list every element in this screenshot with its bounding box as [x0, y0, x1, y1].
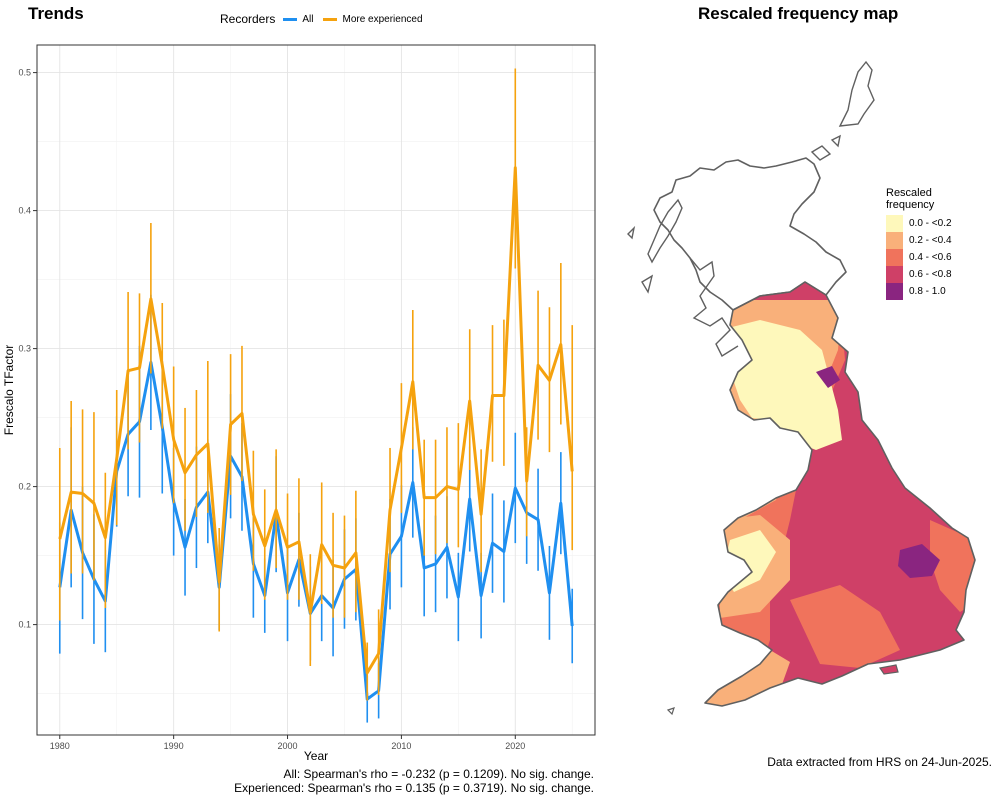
legend-item-experienced: More experienced: [323, 13, 423, 25]
orkney-shetland: [810, 60, 875, 161]
map-legend-swatch: [886, 232, 903, 249]
legend-swatch-all: [283, 17, 298, 21]
map-legend-label: 0.0 - <0.2: [909, 218, 952, 229]
trends-plot: 0.1 0.2 0.3 0.4 0.5 1980 1990 2000 2010 2020 Year F…: [2, 44, 596, 763]
y-tick-label: 0.2: [18, 482, 31, 492]
legend-label-all: All: [302, 13, 314, 25]
scotland-west-coast: [689, 257, 739, 358]
x-tick-label: 2000: [278, 741, 298, 751]
map-legend-swatch: [886, 249, 903, 266]
x-tick-label: 2020: [505, 741, 525, 751]
map-legend-row: 0.6 - <0.8: [886, 266, 952, 283]
legend-swatch-experienced: [323, 17, 338, 21]
series-line-all: [58, 360, 574, 701]
annotation-all: All: Spearman's rho = -0.232 (p = 0.1209…: [283, 767, 594, 781]
series-line-experienced: [58, 166, 574, 675]
x-tick-label: 1990: [164, 741, 184, 751]
map-region-mid-south: [790, 585, 900, 668]
map-legend-title-line-2: frequency: [886, 199, 935, 211]
annotation-experienced: Experienced: Spearman's rho = 0.135 (p =…: [234, 781, 594, 795]
map-legend-row: 0.8 - 1.0: [886, 283, 952, 300]
map-legend-row: 0.4 - <0.6: [886, 249, 952, 266]
legend-label-experienced: More experienced: [342, 13, 423, 25]
map-legend-label: 0.6 - <0.8: [909, 269, 952, 280]
legend-item-all: All: [283, 14, 313, 25]
map-region-high-north: [816, 366, 840, 388]
map-legend-row: 0.0 - <0.2: [886, 215, 952, 232]
trends-chart-title: Trends: [28, 4, 84, 23]
map-legend-label: 0.2 - <0.4: [909, 235, 952, 246]
y-tick-label: 0.3: [18, 344, 31, 354]
map-legend: Rescaled frequency 0.0 - <0.2 0.2 - <0.4 0…: [886, 187, 952, 300]
x-tick-label: 1980: [50, 741, 70, 751]
map-legend-title-line-1: Rescaled: [886, 187, 932, 199]
map-region-high-east: [898, 544, 940, 578]
data-extract-note: Data extracted from HRS on 24-Jun-2025.: [767, 755, 992, 769]
map-legend-label: 0.8 - 1.0: [909, 286, 946, 297]
map-legend-swatch: [886, 266, 903, 283]
scotland-outline: [653, 157, 847, 311]
y-tick-label: 0.1: [18, 620, 31, 630]
y-axis-title: Frescalo TFactor: [2, 345, 16, 435]
isle-of-wight: [878, 664, 899, 675]
map-region-low-sw: [705, 650, 790, 706]
map-legend-swatch: [886, 215, 903, 232]
map-title: Rescaled frequency map: [698, 4, 899, 23]
rescaled-frequency-map: [627, 60, 976, 716]
gb-outline: [704, 281, 976, 707]
map-legend-row: 0.2 - <0.4: [886, 232, 952, 249]
map-region-very-low: [720, 320, 842, 450]
x-axis-title: Year: [304, 749, 328, 763]
map-legend-rows: 0.0 - <0.2 0.2 - <0.4 0.4 - <0.6 0.6 - <0.8…: [886, 215, 952, 300]
map-legend-label: 0.4 - <0.6: [909, 252, 952, 263]
scilly-isles: [666, 707, 675, 716]
trends-legend: Recorders All More experienced: [220, 12, 433, 26]
y-tick-label: 0.4: [18, 206, 31, 216]
map-legend-swatch: [886, 283, 903, 300]
hebrides-islands: [627, 198, 683, 294]
plot-border: [36, 44, 596, 736]
y-tick-label: 0.5: [18, 68, 31, 78]
legend-title: Recorders: [220, 12, 276, 26]
map-legend-title: Rescaled frequency: [886, 187, 952, 211]
x-tick-label: 2010: [391, 741, 411, 751]
